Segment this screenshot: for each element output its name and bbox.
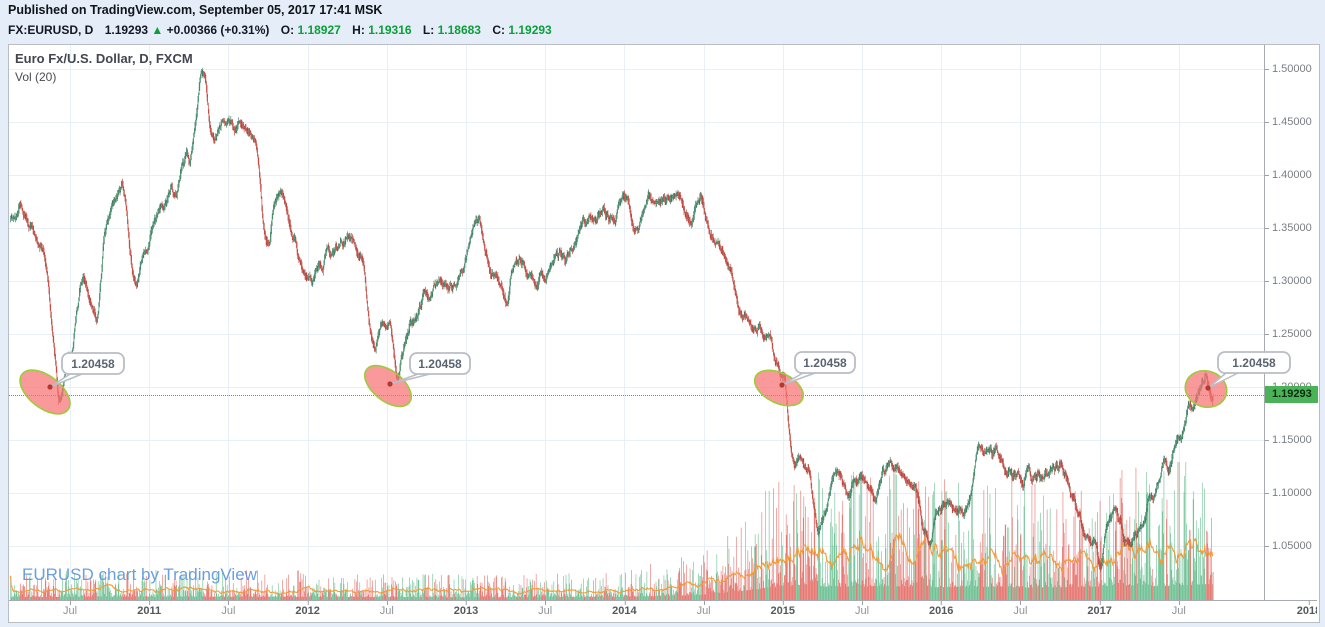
symbol-name: FX:EURUSD, D (8, 23, 94, 37)
price-axis-tick: 1.15000 (1265, 433, 1312, 447)
chart-widget: Euro Fx/U.S. Dollar, D, FXCM Vol (20) 1.… (8, 44, 1320, 623)
chart-legend-title[interactable]: Euro Fx/U.S. Dollar, D, FXCM (15, 51, 193, 66)
low-value: 1.18683 (437, 23, 481, 37)
time-axis-tick: 2014 (612, 601, 637, 617)
time-axis-tick: Jul (379, 601, 394, 617)
last-price-badge: 1.19293 (1265, 386, 1318, 403)
up-triangle-icon: ▲ (151, 23, 164, 37)
price-axis-tick: 1.05000 (1265, 539, 1312, 553)
price-axis-tick: 1.30000 (1265, 274, 1312, 288)
time-axis-tick: Jul (1171, 601, 1186, 617)
last-price-dotted-line (9, 395, 1264, 396)
time-axis-tick: 2012 (295, 601, 320, 617)
time-axis-tick: 2017 (1087, 601, 1112, 617)
time-axis-tick: Jul (854, 601, 870, 617)
price-change: +0.00366 (+0.31%) (166, 23, 270, 37)
price-axis-tick: 1.45000 (1265, 115, 1312, 129)
low-label: L: (422, 23, 435, 37)
time-axis-tick: 2016 (928, 601, 954, 617)
candlestick-chart-canvas[interactable] (9, 45, 1264, 600)
price-axis-tick: 1.35000 (1265, 221, 1312, 235)
volume-indicator-legend[interactable]: Vol (20) (15, 70, 57, 84)
time-axis-tick: 2011 (137, 601, 162, 617)
time-axis-tick: Jul (221, 601, 236, 617)
published-line: Published on TradingView.com, September … (8, 3, 383, 17)
time-axis-tick: Jul (1013, 601, 1028, 617)
price-axis-tick: 1.40000 (1265, 168, 1312, 182)
time-axis-tick: Jul (696, 601, 711, 617)
time-axis-tick: Jul (62, 601, 78, 617)
symbol-info-bar: FX:EURUSD, D 1.19293 ▲ +0.00366 (+0.31%)… (8, 23, 552, 37)
time-axis-tick: 2018 (1297, 601, 1317, 617)
time-axis-tick: 2015 (770, 601, 796, 617)
high-value: 1.19316 (368, 23, 412, 37)
price-axis[interactable]: 1.19293 1.50000 1.45000 1.40000 1.35000 1.30… (1264, 45, 1318, 600)
open-label: O: (280, 23, 295, 37)
time-axis-tick: 2013 (453, 601, 479, 617)
price-axis-tick: 1.25000 (1265, 327, 1312, 341)
high-label: H: (352, 23, 365, 37)
price-axis-tick: 1.10000 (1265, 486, 1312, 500)
time-axis-tick: Jul (538, 601, 553, 617)
last-price: 1.19293 (104, 23, 149, 37)
open-value: 1.18927 (297, 23, 341, 37)
tradingview-watermark-link[interactable]: EURUSD chart by TradingView (22, 565, 257, 584)
published-header: Published on TradingView.com, September … (8, 3, 382, 17)
time-axis[interactable]: Jul 2011 Jul 2012 Jul 2013 Jul 2014 Jul 2015 Jul 20… (9, 600, 1317, 622)
close-label: C: (492, 23, 505, 37)
price-axis-tick: 1.50000 (1265, 62, 1312, 76)
close-value: 1.19293 (508, 23, 552, 37)
